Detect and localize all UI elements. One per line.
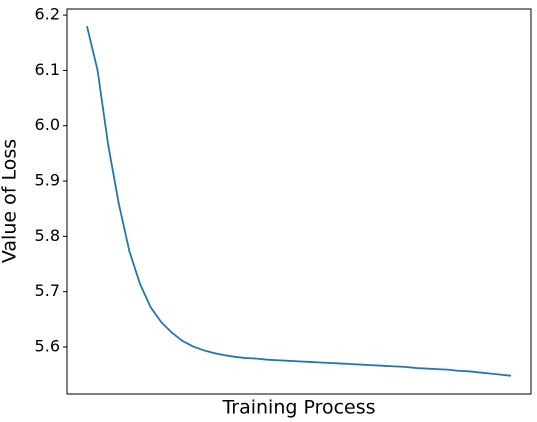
y-tick-label: 5.6	[35, 336, 60, 355]
y-tick-label: 6.1	[35, 60, 60, 79]
y-tick-label: 5.9	[35, 171, 60, 190]
y-tick-label: 5.7	[35, 281, 60, 300]
y-axis-label: Value of Loss	[0, 139, 21, 263]
line-series	[86, 25, 512, 377]
y-tick-label: 6.2	[35, 5, 60, 24]
y-tick-label: 5.8	[35, 226, 60, 245]
x-axis-label: Training Process	[221, 397, 375, 419]
plot-frame	[66, 8, 532, 395]
y-tick-label: 6.0	[35, 115, 60, 134]
